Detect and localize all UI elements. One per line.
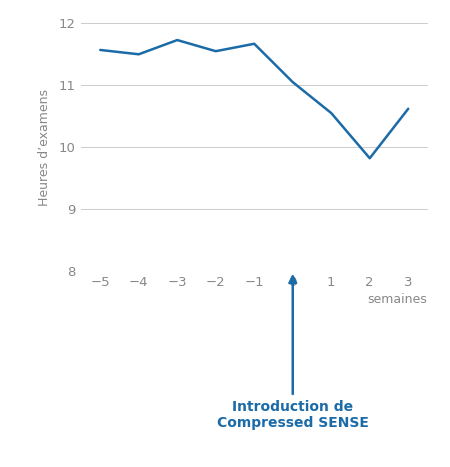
Y-axis label: Heures d’examens: Heures d’examens — [39, 89, 51, 205]
Text: Introduction de
Compressed SENSE: Introduction de Compressed SENSE — [217, 276, 369, 430]
Text: semaines: semaines — [368, 293, 428, 306]
